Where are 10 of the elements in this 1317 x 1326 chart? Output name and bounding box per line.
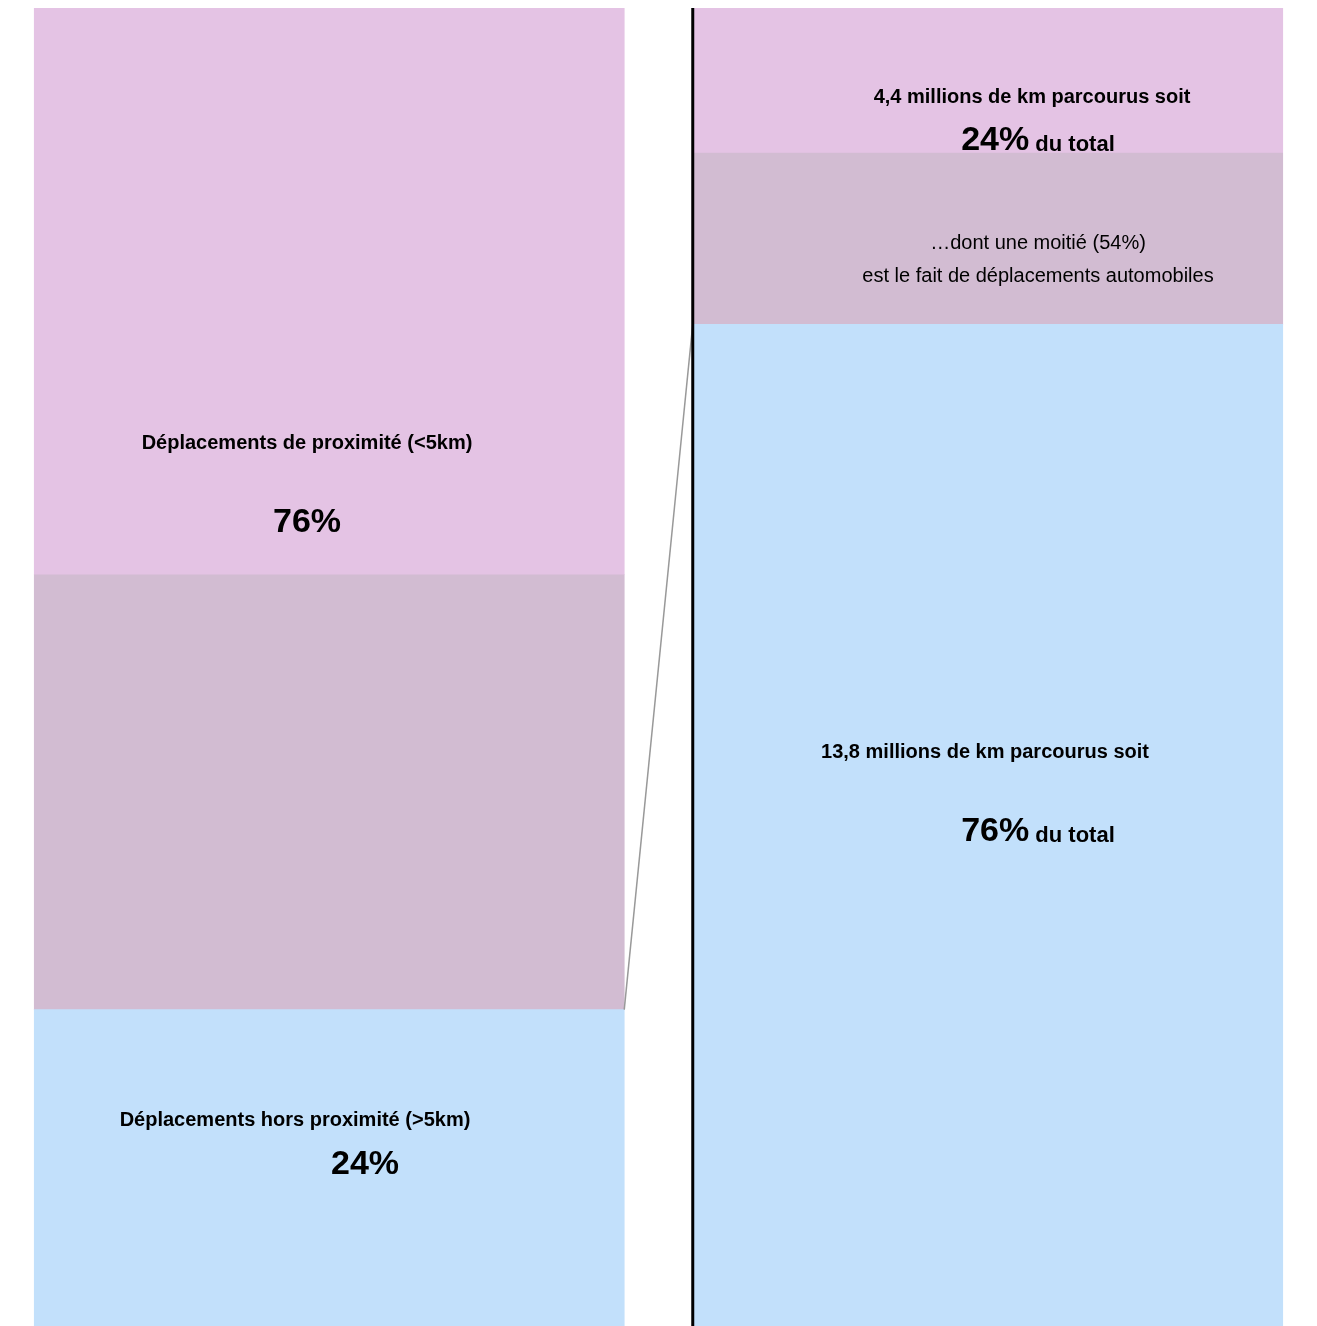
annotation: 76% (272, 501, 342, 540)
annotation: est le fait de déplacements automobiles (862, 263, 1214, 286)
annotation: …dont une moitié (54%) (930, 230, 1146, 253)
annotation: Déplacements hors proximité (>5km) (119, 1107, 471, 1130)
annotation: 24% (330, 1143, 400, 1182)
annotation: 76% du total (961, 810, 1115, 849)
annotation: Déplacements de proximité (<5km) (141, 430, 473, 453)
annotation: 24% du total (961, 119, 1115, 158)
annotation: 4,4 millions de km parcourus soit (873, 84, 1191, 107)
annotation: 13,8 millions de km parcourus soit (821, 739, 1150, 762)
